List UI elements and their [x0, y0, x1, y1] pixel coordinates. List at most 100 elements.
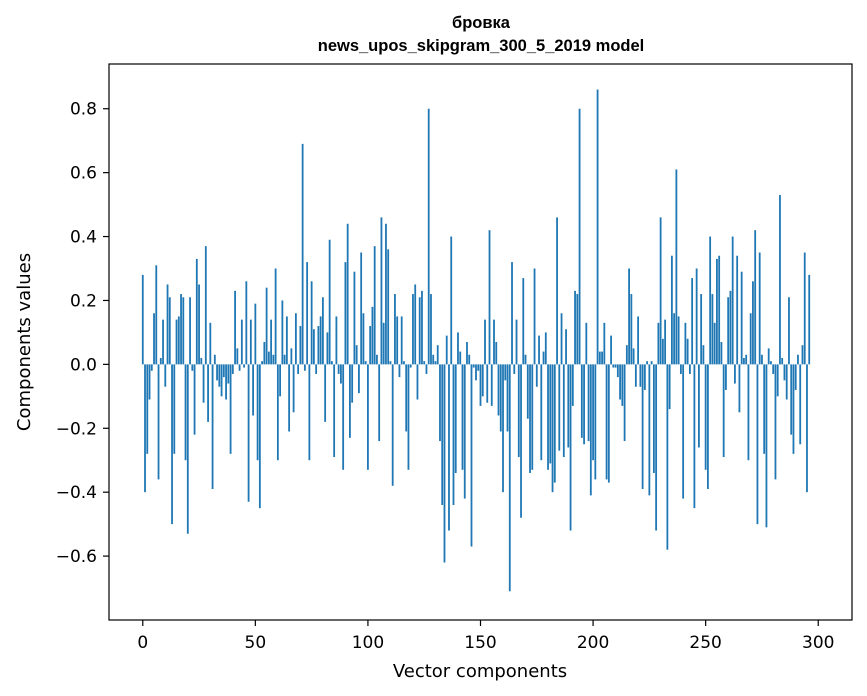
bar [574, 290, 576, 365]
bar [434, 361, 437, 365]
y-axis-label: Components values [14, 253, 35, 431]
x-axis-ticks: 0 50 100 150 200 250 300 [137, 620, 834, 653]
bar [648, 364, 651, 496]
bar [589, 364, 592, 496]
bar [700, 294, 703, 365]
bar [707, 364, 709, 489]
bar [756, 364, 759, 525]
bar [294, 313, 297, 365]
bar [688, 364, 691, 374]
bar [731, 236, 734, 365]
y-tick-label: 0.2 [70, 291, 97, 311]
bar [369, 326, 372, 365]
bar [225, 364, 227, 400]
bar [439, 364, 441, 442]
bar [614, 364, 617, 368]
bar [736, 255, 739, 365]
bar [349, 364, 351, 438]
bar [679, 364, 682, 374]
bar [189, 297, 191, 365]
bar [288, 364, 291, 432]
bar [693, 364, 696, 509]
bar [639, 364, 642, 387]
bar [785, 364, 788, 400]
bar [495, 342, 498, 365]
bar [558, 364, 561, 451]
bar [193, 364, 196, 435]
x-tick-label: 150 [464, 633, 496, 653]
bar [646, 361, 649, 365]
bar [177, 316, 180, 365]
bar [711, 294, 714, 365]
bar [740, 271, 743, 365]
bar [321, 297, 324, 365]
bar [664, 319, 667, 365]
x-tick-label: 300 [802, 633, 834, 653]
x-tick-label: 250 [689, 633, 721, 653]
bar [308, 364, 311, 461]
bar [567, 364, 570, 448]
bar [747, 364, 750, 461]
bar [173, 364, 176, 454]
bar [607, 364, 610, 483]
bar [353, 271, 356, 365]
bar [409, 364, 412, 368]
bar [535, 364, 538, 387]
bar [533, 268, 536, 365]
bar [673, 313, 676, 365]
bar [650, 361, 653, 365]
bar [695, 268, 698, 365]
bar [562, 364, 565, 458]
bar [155, 265, 158, 365]
bar [745, 354, 748, 365]
bar [488, 230, 491, 365]
bar [553, 364, 556, 483]
bar [727, 297, 730, 365]
bar [430, 294, 432, 365]
bar [475, 364, 477, 381]
y-tick-label: −0.4 [56, 483, 97, 503]
bar [256, 364, 259, 461]
bar [661, 338, 664, 365]
bar [531, 364, 534, 470]
bar [749, 313, 752, 365]
bar [290, 348, 293, 365]
bar [583, 364, 585, 445]
bar [616, 364, 619, 378]
x-tick-label: 200 [577, 633, 609, 653]
bar [605, 364, 608, 480]
bar [752, 281, 754, 365]
bar [781, 357, 784, 365]
bar [560, 313, 563, 365]
bar [806, 364, 808, 493]
bar [718, 255, 721, 365]
bar [779, 195, 781, 365]
bar [319, 316, 322, 365]
bar [549, 364, 552, 464]
bar [468, 354, 471, 365]
bar [497, 364, 500, 416]
bar [754, 230, 757, 365]
bar [427, 108, 430, 365]
bar [351, 364, 354, 403]
bar [632, 348, 635, 365]
bar [515, 319, 518, 365]
x-tick-label: 50 [245, 633, 267, 653]
bar [198, 284, 200, 365]
bar [792, 364, 795, 454]
bar [360, 252, 363, 365]
bar [182, 297, 185, 365]
bar [166, 284, 169, 365]
bar [421, 290, 423, 365]
bar [504, 364, 507, 381]
bar [580, 364, 583, 438]
bar [184, 364, 187, 461]
bar [443, 364, 446, 563]
bar [240, 319, 243, 365]
bar [448, 364, 450, 531]
chart-title: бровка [452, 14, 511, 32]
bar [670, 255, 673, 365]
bar [391, 364, 394, 486]
bar [592, 364, 594, 461]
bar [801, 345, 804, 365]
